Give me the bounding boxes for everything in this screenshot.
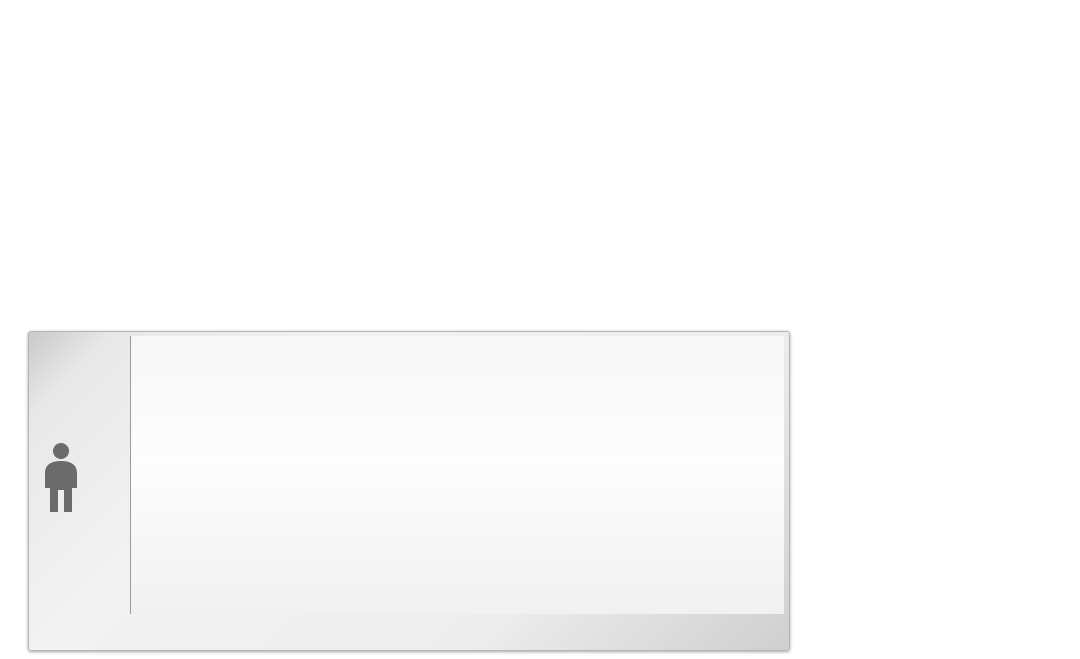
height-weight-chart-inner bbox=[29, 332, 789, 650]
height-weight-chart-panel bbox=[28, 331, 790, 651]
chart-plot-area bbox=[130, 336, 784, 614]
page-headline bbox=[0, 0, 1080, 7]
person-silhouette-icon bbox=[45, 443, 77, 512]
